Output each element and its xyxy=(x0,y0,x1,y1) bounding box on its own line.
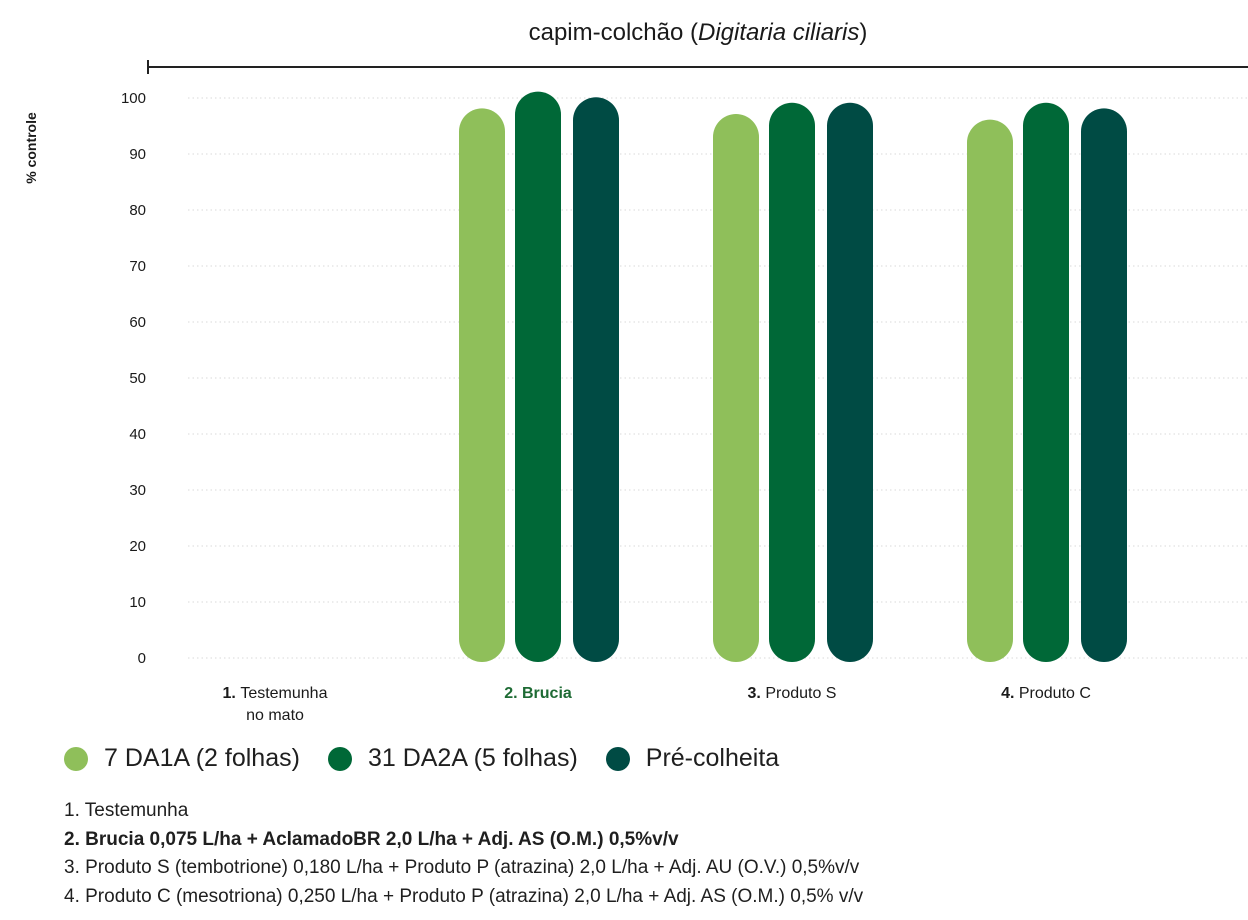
x-tick-label: 4. Produto C xyxy=(1001,685,1091,702)
y-tick-label: 40 xyxy=(129,426,146,443)
x-tick-label: no mato xyxy=(246,707,304,724)
y-tick-label: 70 xyxy=(129,258,146,275)
x-tick-text: Produto C xyxy=(1019,685,1091,702)
legend-swatch-pre-colheita xyxy=(605,746,630,771)
footnote-1: 1. Testemunha xyxy=(64,800,189,821)
y-tick-label: 90 xyxy=(129,146,146,163)
x-tick-text: Brucia xyxy=(522,685,572,702)
x-tick-text: no mato xyxy=(246,707,304,724)
y-tick-label: 0 xyxy=(138,650,146,667)
y-axis-label: % controle xyxy=(23,112,39,184)
footnote-2: 2. Brucia 0,075 L/ha + AclamadoBR 2,0 L/… xyxy=(64,828,679,850)
bar-4-series-2 xyxy=(1023,102,1069,663)
legend-swatch-7da1a xyxy=(64,746,88,771)
bar-3-series-2 xyxy=(769,102,815,663)
legend-item-pre-colheita: Pré-colheita xyxy=(605,744,780,773)
bar-2-series-3 xyxy=(573,97,619,662)
legend-label-31da2a: 31 DA2A (5 folhas) xyxy=(367,744,578,772)
grid-lines xyxy=(188,97,1248,659)
legend-item-7da1a: 7 DA1A (2 folhas) xyxy=(64,744,300,773)
bar-4-series-3 xyxy=(1081,108,1127,662)
x-tick-label: 1. Testemunha xyxy=(223,685,328,702)
y-tick-label: 100 xyxy=(121,90,146,107)
bar-2-series-2 xyxy=(515,91,561,663)
x-tick-label: 3. Produto S xyxy=(748,685,837,702)
legend-label-pre-colheita: Pré-colheita xyxy=(645,744,780,772)
chart-title-suffix: ) xyxy=(859,19,867,46)
legend: 7 DA1A (2 folhas) 31 DA2A (5 folhas) Pré… xyxy=(64,744,807,773)
x-tick-number: 2. xyxy=(504,685,522,702)
y-tick-label: 80 xyxy=(129,202,146,219)
x-tick-number: 3. xyxy=(748,685,766,702)
x-tick-number: 1. xyxy=(223,685,241,702)
chart-title-species: Digitaria ciliaris xyxy=(698,19,859,46)
footnote-4: 4. Produto C (mesotriona) 0,250 L/ha + P… xyxy=(64,885,864,907)
bar-chart: capim-colchão (Digitaria ciliaris) % con… xyxy=(23,19,1248,724)
chart-title: capim-colchão (Digitaria ciliaris) xyxy=(529,19,868,46)
bars xyxy=(459,91,1127,663)
footnotes: 1. Testemunha 2. Brucia 0,075 L/ha + Acl… xyxy=(64,797,863,911)
x-tick-text: Produto S xyxy=(765,685,836,702)
y-tick-label: 10 xyxy=(129,594,146,611)
bar-4-series-1 xyxy=(967,119,1013,663)
y-tick-label: 20 xyxy=(129,538,146,555)
legend-label-7da1a: 7 DA1A (2 folhas) xyxy=(104,744,300,772)
legend-swatch-31da2a xyxy=(327,746,352,771)
bar-3-series-1 xyxy=(713,114,759,662)
x-tick-label: 2. Brucia xyxy=(504,685,572,702)
footnote-3: 3. Produto S (tembotrione) 0,180 L/ha + … xyxy=(64,857,860,878)
y-tick-label: 50 xyxy=(129,370,146,387)
x-tick-text: Testemunha xyxy=(240,685,327,702)
chart-title-prefix: capim-colchão ( xyxy=(529,19,698,46)
bar-3-series-3 xyxy=(827,102,873,663)
x-tick-number: 4. xyxy=(1001,685,1019,702)
bar-2-series-1 xyxy=(459,108,505,662)
y-tick-label: 30 xyxy=(129,482,146,499)
x-tick-labels: 1. Testemunha no mato 2. Brucia 3. Produto … xyxy=(223,685,1091,724)
y-tick-label: 60 xyxy=(129,314,146,331)
legend-item-31da2a: 31 DA2A (5 folhas) xyxy=(327,744,578,773)
